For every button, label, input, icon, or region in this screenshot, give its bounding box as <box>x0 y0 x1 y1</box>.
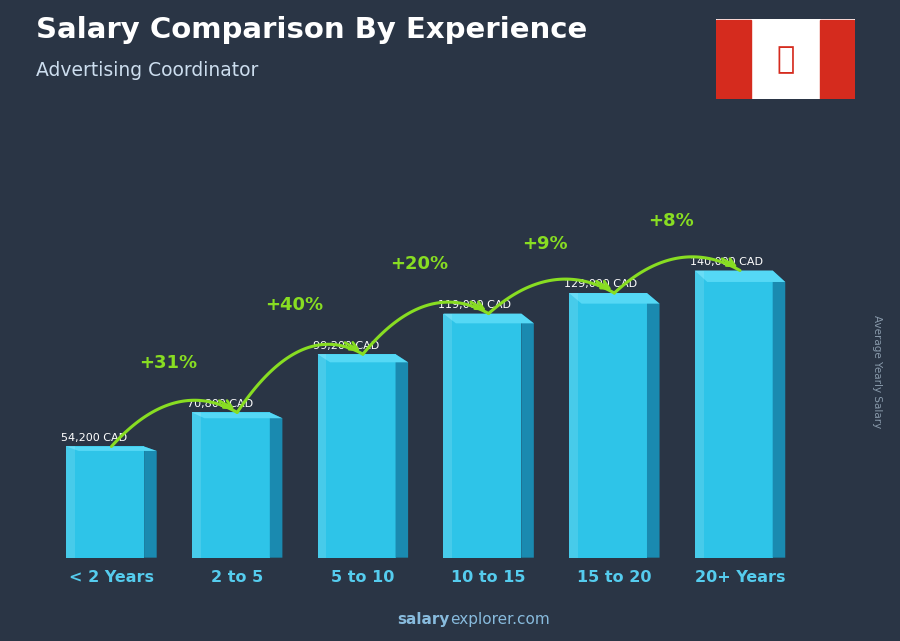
Polygon shape <box>521 313 534 558</box>
Polygon shape <box>444 313 452 558</box>
Text: 🍁: 🍁 <box>776 45 795 74</box>
Text: Average Yearly Salary: Average Yearly Salary <box>872 315 883 428</box>
Text: 54,200 CAD: 54,200 CAD <box>61 433 127 443</box>
Bar <box>820 20 854 99</box>
Text: 129,000 CAD: 129,000 CAD <box>564 279 637 290</box>
Polygon shape <box>773 271 786 558</box>
Polygon shape <box>695 271 773 558</box>
Polygon shape <box>444 313 521 558</box>
Polygon shape <box>67 447 157 451</box>
FancyBboxPatch shape <box>714 18 857 101</box>
Text: 10 to 15: 10 to 15 <box>451 570 526 585</box>
Polygon shape <box>270 412 283 558</box>
Text: < 2 Years: < 2 Years <box>69 570 154 585</box>
Polygon shape <box>318 354 395 558</box>
Polygon shape <box>67 447 144 558</box>
Polygon shape <box>647 293 660 558</box>
Polygon shape <box>695 271 704 558</box>
Polygon shape <box>318 354 327 558</box>
Text: Salary Comparison By Experience: Salary Comparison By Experience <box>36 16 587 44</box>
Text: +40%: +40% <box>265 296 323 314</box>
Text: +9%: +9% <box>522 235 568 253</box>
Text: 99,200 CAD: 99,200 CAD <box>312 340 379 351</box>
Polygon shape <box>395 354 408 558</box>
Text: salary: salary <box>398 612 450 627</box>
Polygon shape <box>192 412 201 558</box>
Text: 70,800 CAD: 70,800 CAD <box>187 399 253 409</box>
Polygon shape <box>569 293 647 558</box>
Polygon shape <box>695 271 786 282</box>
Text: 5 to 10: 5 to 10 <box>331 570 394 585</box>
Polygon shape <box>192 412 270 558</box>
Text: Advertising Coordinator: Advertising Coordinator <box>36 61 258 80</box>
Text: 15 to 20: 15 to 20 <box>577 570 652 585</box>
Text: 2 to 5: 2 to 5 <box>211 570 264 585</box>
Polygon shape <box>192 412 283 419</box>
Polygon shape <box>569 293 578 558</box>
Text: 119,000 CAD: 119,000 CAD <box>438 300 511 310</box>
Polygon shape <box>318 354 408 362</box>
Text: 140,000 CAD: 140,000 CAD <box>689 257 762 267</box>
Text: +8%: +8% <box>648 212 694 230</box>
Polygon shape <box>67 447 75 558</box>
Bar <box>716 20 751 99</box>
Polygon shape <box>444 313 534 323</box>
Text: explorer.com: explorer.com <box>450 612 550 627</box>
Polygon shape <box>144 447 157 558</box>
Text: +31%: +31% <box>139 354 197 372</box>
Text: 20+ Years: 20+ Years <box>695 570 785 585</box>
Text: +20%: +20% <box>391 255 448 273</box>
Polygon shape <box>569 293 660 304</box>
